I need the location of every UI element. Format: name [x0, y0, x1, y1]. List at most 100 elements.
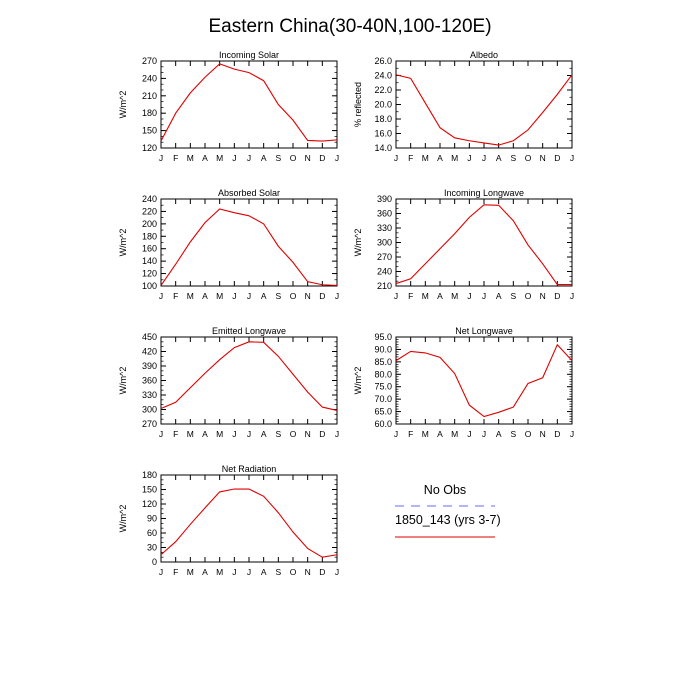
- x-tick-label: O: [290, 429, 297, 439]
- y-tick-label: 75.0: [374, 382, 392, 392]
- y-tick-label: 240: [142, 73, 157, 83]
- panel-albedo: Albedo % reflected 14.0 16.0 18.0 20.0 22.0 24.…: [353, 50, 574, 163]
- x-tick-label: O: [290, 567, 297, 577]
- series-line-model: [160, 341, 338, 412]
- x-tick-label: J: [482, 153, 486, 163]
- x-tick-label: M: [187, 153, 194, 163]
- x-tick-label: J: [159, 153, 163, 163]
- x-tick-label: O: [290, 153, 297, 163]
- y-tick-label: 240: [377, 267, 392, 277]
- x-tick-label: S: [275, 291, 281, 301]
- y-tick-label: 22.0: [374, 85, 392, 95]
- y-axis-label: W/m^2: [118, 367, 128, 395]
- x-tick-label: A: [496, 429, 502, 439]
- plot-frame: [395, 336, 573, 425]
- figure-title: Eastern China(30-40N,100-120E): [208, 16, 491, 37]
- x-tick-label: A: [261, 429, 267, 439]
- y-tick-label: 80.0: [374, 369, 392, 379]
- y-tick-label: 0: [152, 557, 157, 567]
- x-tick-label: N: [305, 291, 311, 301]
- x-tick-label: J: [232, 291, 236, 301]
- y-tick-label: 65.0: [374, 407, 392, 417]
- y-tick-label: 120: [142, 499, 157, 509]
- x-tick-label: A: [202, 153, 208, 163]
- x-tick-label: J: [335, 291, 339, 301]
- x-tick-label: F: [408, 429, 413, 439]
- y-tick-label: 240: [142, 194, 157, 204]
- x-tick-label: F: [408, 291, 413, 301]
- y-axis-label: % reflected: [353, 82, 363, 127]
- y-axis-label: W/m^2: [118, 229, 128, 257]
- x-tick-label: J: [570, 429, 574, 439]
- series-line-model: [395, 74, 573, 146]
- y-tick-label: 60: [147, 528, 157, 538]
- x-tick-label: D: [554, 153, 560, 163]
- x-tick-label: N: [305, 567, 311, 577]
- panel-title: Net Longwave: [455, 326, 513, 336]
- y-tick-label: 14.0: [374, 143, 392, 153]
- x-tick-label: N: [305, 153, 311, 163]
- panel-emitted-longwave: Emitted Longwave W/m^2 270 300 330 360 390 420 4…: [118, 326, 339, 439]
- x-tick-label: J: [335, 429, 339, 439]
- y-tick-label: 30: [147, 543, 157, 553]
- x-tick-label: J: [394, 291, 398, 301]
- y-tick-label: 100: [142, 281, 157, 291]
- panel-title: Albedo: [470, 50, 498, 60]
- plot-frame: [160, 60, 338, 149]
- y-tick-label: 360: [377, 209, 392, 219]
- x-tick-label: A: [437, 153, 443, 163]
- x-tick-label: J: [335, 153, 339, 163]
- x-tick-label: F: [173, 429, 178, 439]
- x-tick-label: M: [451, 291, 458, 301]
- x-tick-label: M: [451, 429, 458, 439]
- x-tick-label: M: [422, 291, 429, 301]
- x-tick-label: J: [159, 291, 163, 301]
- y-tick-label: 26.0: [374, 56, 392, 66]
- x-tick-label: J: [394, 153, 398, 163]
- y-tick-label: 60.0: [374, 419, 392, 429]
- x-tick-label: D: [319, 153, 325, 163]
- x-tick-label: M: [187, 429, 194, 439]
- x-tick-label: J: [467, 291, 471, 301]
- legend-model-label: 1850_143 (yrs 3-7): [395, 513, 501, 527]
- panel-title: Incoming Solar: [219, 50, 279, 60]
- legend: No Obs 1850_143 (yrs 3-7): [395, 483, 501, 538]
- x-tick-label: M: [216, 153, 223, 163]
- y-tick-label: 270: [142, 56, 157, 66]
- x-tick-label: J: [247, 429, 251, 439]
- x-tick-label: N: [540, 291, 546, 301]
- x-tick-label: M: [451, 153, 458, 163]
- x-tick-label: D: [319, 291, 325, 301]
- x-tick-label: N: [540, 429, 546, 439]
- y-axis-label: W/m^2: [353, 229, 363, 257]
- panel-net-longwave: Net Longwave W/m^2 60.0 65.0 70.0 75.0 80.0 85.…: [353, 326, 574, 439]
- series-line-model: [395, 343, 573, 418]
- series-line-model: [160, 488, 338, 558]
- plot-frame: [160, 198, 338, 287]
- x-tick-label: S: [275, 153, 281, 163]
- x-tick-label: J: [570, 153, 574, 163]
- y-tick-label: 120: [142, 269, 157, 279]
- x-tick-label: F: [173, 291, 178, 301]
- x-tick-label: D: [319, 567, 325, 577]
- x-tick-label: J: [247, 153, 251, 163]
- panel-incoming-longwave: Incoming Longwave W/m^2 210 240 270 300 330 360…: [353, 188, 574, 301]
- y-tick-label: 90.0: [374, 344, 392, 354]
- plot-frame: [160, 336, 338, 425]
- x-tick-label: J: [467, 429, 471, 439]
- x-tick-label: A: [261, 567, 267, 577]
- y-tick-label: 210: [142, 91, 157, 101]
- x-tick-label: O: [290, 291, 297, 301]
- y-tick-label: 270: [377, 252, 392, 262]
- x-tick-label: J: [467, 153, 471, 163]
- x-tick-label: J: [159, 429, 163, 439]
- x-tick-label: A: [261, 291, 267, 301]
- x-tick-label: M: [216, 291, 223, 301]
- x-tick-label: J: [247, 291, 251, 301]
- y-tick-label: 24.0: [374, 71, 392, 81]
- x-tick-label: A: [202, 567, 208, 577]
